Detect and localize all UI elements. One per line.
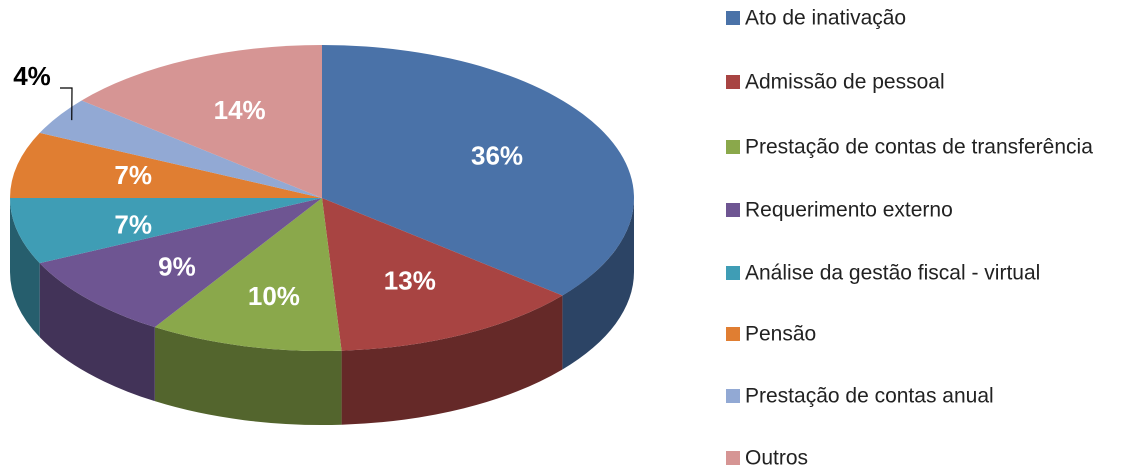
pie-side bbox=[341, 295, 563, 425]
legend-label: Requerimento externo bbox=[745, 199, 953, 222]
data-label: 13% bbox=[384, 265, 436, 295]
pie-side bbox=[9, 198, 40, 338]
data-label: 7% bbox=[114, 160, 152, 190]
data-label: 14% bbox=[214, 95, 266, 125]
data-label: 7% bbox=[114, 210, 152, 240]
pie-slice bbox=[39, 100, 322, 198]
pie-slice bbox=[9, 198, 322, 264]
pie-slice bbox=[154, 198, 342, 351]
data-label: 4% bbox=[13, 61, 51, 91]
legend-swatch bbox=[726, 451, 740, 465]
legend-swatch bbox=[726, 327, 740, 341]
legend-label: Análise da gestão fiscal - virtual bbox=[745, 262, 1040, 285]
legend-swatch bbox=[726, 389, 740, 403]
pie-slice bbox=[81, 45, 322, 198]
legend-label: Pensão bbox=[745, 323, 816, 346]
legend-swatch bbox=[726, 203, 740, 217]
legend-swatch bbox=[726, 266, 740, 280]
pie-slice bbox=[10, 132, 322, 198]
legend-label: Admissão de pessoal bbox=[745, 71, 945, 94]
data-label: 36% bbox=[471, 140, 523, 170]
legend-label: Prestação de contas de transferência bbox=[745, 136, 1093, 159]
pie-slice bbox=[322, 198, 563, 351]
legend-swatch bbox=[726, 75, 740, 89]
data-label: 10% bbox=[248, 281, 300, 311]
data-label: 9% bbox=[158, 252, 196, 282]
pie-slice bbox=[322, 45, 634, 296]
legend-label: Ato de inativação bbox=[745, 7, 906, 30]
legend-swatch bbox=[726, 140, 740, 154]
pie-side bbox=[39, 263, 155, 402]
pie-slice bbox=[39, 198, 322, 328]
legend-label: Prestação de contas anual bbox=[745, 385, 994, 408]
pie-side bbox=[562, 198, 634, 370]
leader-line bbox=[60, 87, 73, 121]
legend-label: Outros bbox=[745, 447, 808, 470]
pie-side bbox=[154, 327, 342, 426]
legend-swatch bbox=[726, 11, 740, 25]
